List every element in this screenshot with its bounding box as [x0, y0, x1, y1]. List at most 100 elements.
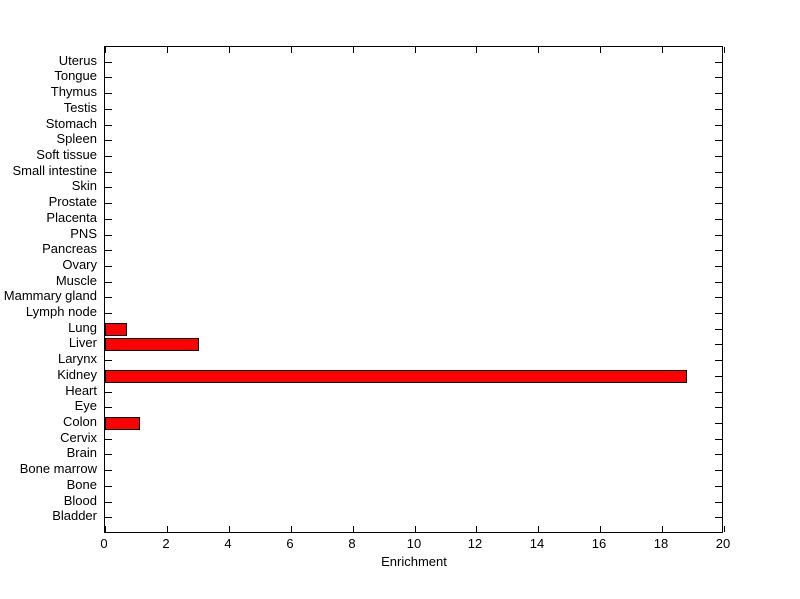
y-axis-label: Testis — [63, 100, 97, 115]
y-tick-right — [715, 140, 722, 141]
y-tick-right — [715, 517, 722, 518]
y-tick-right — [715, 172, 722, 173]
x-tick-label: 2 — [162, 536, 170, 551]
x-tick-top — [105, 47, 106, 53]
y-axis-label: Heart — [65, 383, 97, 398]
x-tick-bottom — [476, 526, 477, 532]
plot-area — [104, 46, 725, 533]
y-tick-right — [715, 502, 722, 503]
x-tick-top — [600, 47, 601, 53]
y-axis-label: Larynx — [57, 351, 97, 366]
y-axis-label: Bladder — [52, 508, 97, 523]
x-tick-label: 16 — [591, 536, 607, 551]
y-tick-left — [105, 93, 112, 94]
bar — [105, 338, 199, 351]
x-tick-label: 0 — [100, 536, 108, 551]
x-tick-bottom — [105, 526, 106, 532]
x-tick-label: 18 — [653, 536, 669, 551]
x-tick-top — [291, 47, 292, 53]
y-tick-right — [715, 203, 722, 204]
x-tick-label: 8 — [348, 536, 356, 551]
y-tick-left — [105, 454, 112, 455]
x-tick-label: 14 — [529, 536, 545, 551]
x-tick-label: 4 — [224, 536, 232, 551]
y-tick-left — [105, 439, 112, 440]
x-tick-label: 20 — [715, 536, 731, 551]
y-tick-right — [715, 125, 722, 126]
x-tick-bottom — [662, 526, 663, 532]
y-tick-right — [715, 266, 722, 267]
y-tick-right — [715, 250, 722, 251]
y-tick-right — [715, 344, 722, 345]
x-tick-top — [724, 47, 725, 53]
y-tick-left — [105, 282, 112, 283]
y-axis-label: Colon — [63, 414, 97, 429]
y-tick-right — [715, 313, 722, 314]
x-tick-bottom — [229, 526, 230, 532]
y-axis-label: Lung — [68, 320, 97, 335]
y-axis-label: Uterus — [58, 53, 97, 68]
y-tick-right — [715, 407, 722, 408]
y-tick-left — [105, 109, 112, 110]
y-tick-right — [715, 360, 722, 361]
y-axis-label: PNS — [70, 226, 97, 241]
y-tick-left — [105, 187, 112, 188]
y-tick-left — [105, 517, 112, 518]
y-axis-label: Thymus — [50, 84, 97, 99]
y-axis-label: Pancreas — [42, 241, 97, 256]
y-tick-left — [105, 203, 112, 204]
x-tick-top — [353, 47, 354, 53]
y-tick-right — [715, 187, 722, 188]
x-tick-bottom — [167, 526, 168, 532]
y-axis-label: Cervix — [60, 430, 97, 445]
y-axis-label: Mammary gland — [3, 288, 97, 303]
x-tick-top — [229, 47, 230, 53]
bar — [105, 323, 127, 336]
y-axis-label: Muscle — [55, 273, 97, 288]
y-tick-left — [105, 77, 112, 78]
x-tick-bottom — [291, 526, 292, 532]
y-tick-left — [105, 407, 112, 408]
y-axis-label: Stomach — [45, 116, 97, 131]
y-tick-right — [715, 77, 722, 78]
y-axis-label: Kidney — [57, 367, 97, 382]
y-tick-left — [105, 297, 112, 298]
y-axis-label: Spleen — [56, 131, 97, 146]
y-tick-left — [105, 470, 112, 471]
y-tick-right — [715, 93, 722, 94]
x-tick-label: 10 — [406, 536, 422, 551]
y-tick-right — [715, 392, 722, 393]
y-tick-left — [105, 360, 112, 361]
y-tick-left — [105, 392, 112, 393]
y-axis-label: Soft tissue — [36, 147, 97, 162]
y-tick-right — [715, 297, 722, 298]
y-tick-right — [715, 109, 722, 110]
y-tick-right — [715, 376, 722, 377]
y-axis-label: Skin — [71, 178, 97, 193]
y-tick-left — [105, 502, 112, 503]
y-tick-right — [715, 156, 722, 157]
y-tick-right — [715, 423, 722, 424]
y-tick-right — [715, 282, 722, 283]
y-tick-left — [105, 156, 112, 157]
y-axis-label: Blood — [63, 493, 97, 508]
y-axis-label: Ovary — [62, 257, 97, 272]
y-axis-label: Bone marrow — [19, 461, 97, 476]
y-axis-label: Lymph node — [25, 304, 97, 319]
y-axis-label: Small intestine — [12, 163, 97, 178]
x-tick-bottom — [600, 526, 601, 532]
y-axis-label: Placenta — [46, 210, 97, 225]
y-axis-label: Prostate — [48, 194, 97, 209]
x-tick-bottom — [538, 526, 539, 532]
x-tick-top — [415, 47, 416, 53]
x-tick-top — [538, 47, 539, 53]
y-axis-label: Eye — [74, 398, 97, 413]
y-tick-left — [105, 250, 112, 251]
bar — [105, 417, 140, 430]
x-tick-top — [167, 47, 168, 53]
x-tick-bottom — [353, 526, 354, 532]
y-tick-left — [105, 172, 112, 173]
y-axis-label: Brain — [66, 445, 97, 460]
x-tick-label: 12 — [467, 536, 483, 551]
